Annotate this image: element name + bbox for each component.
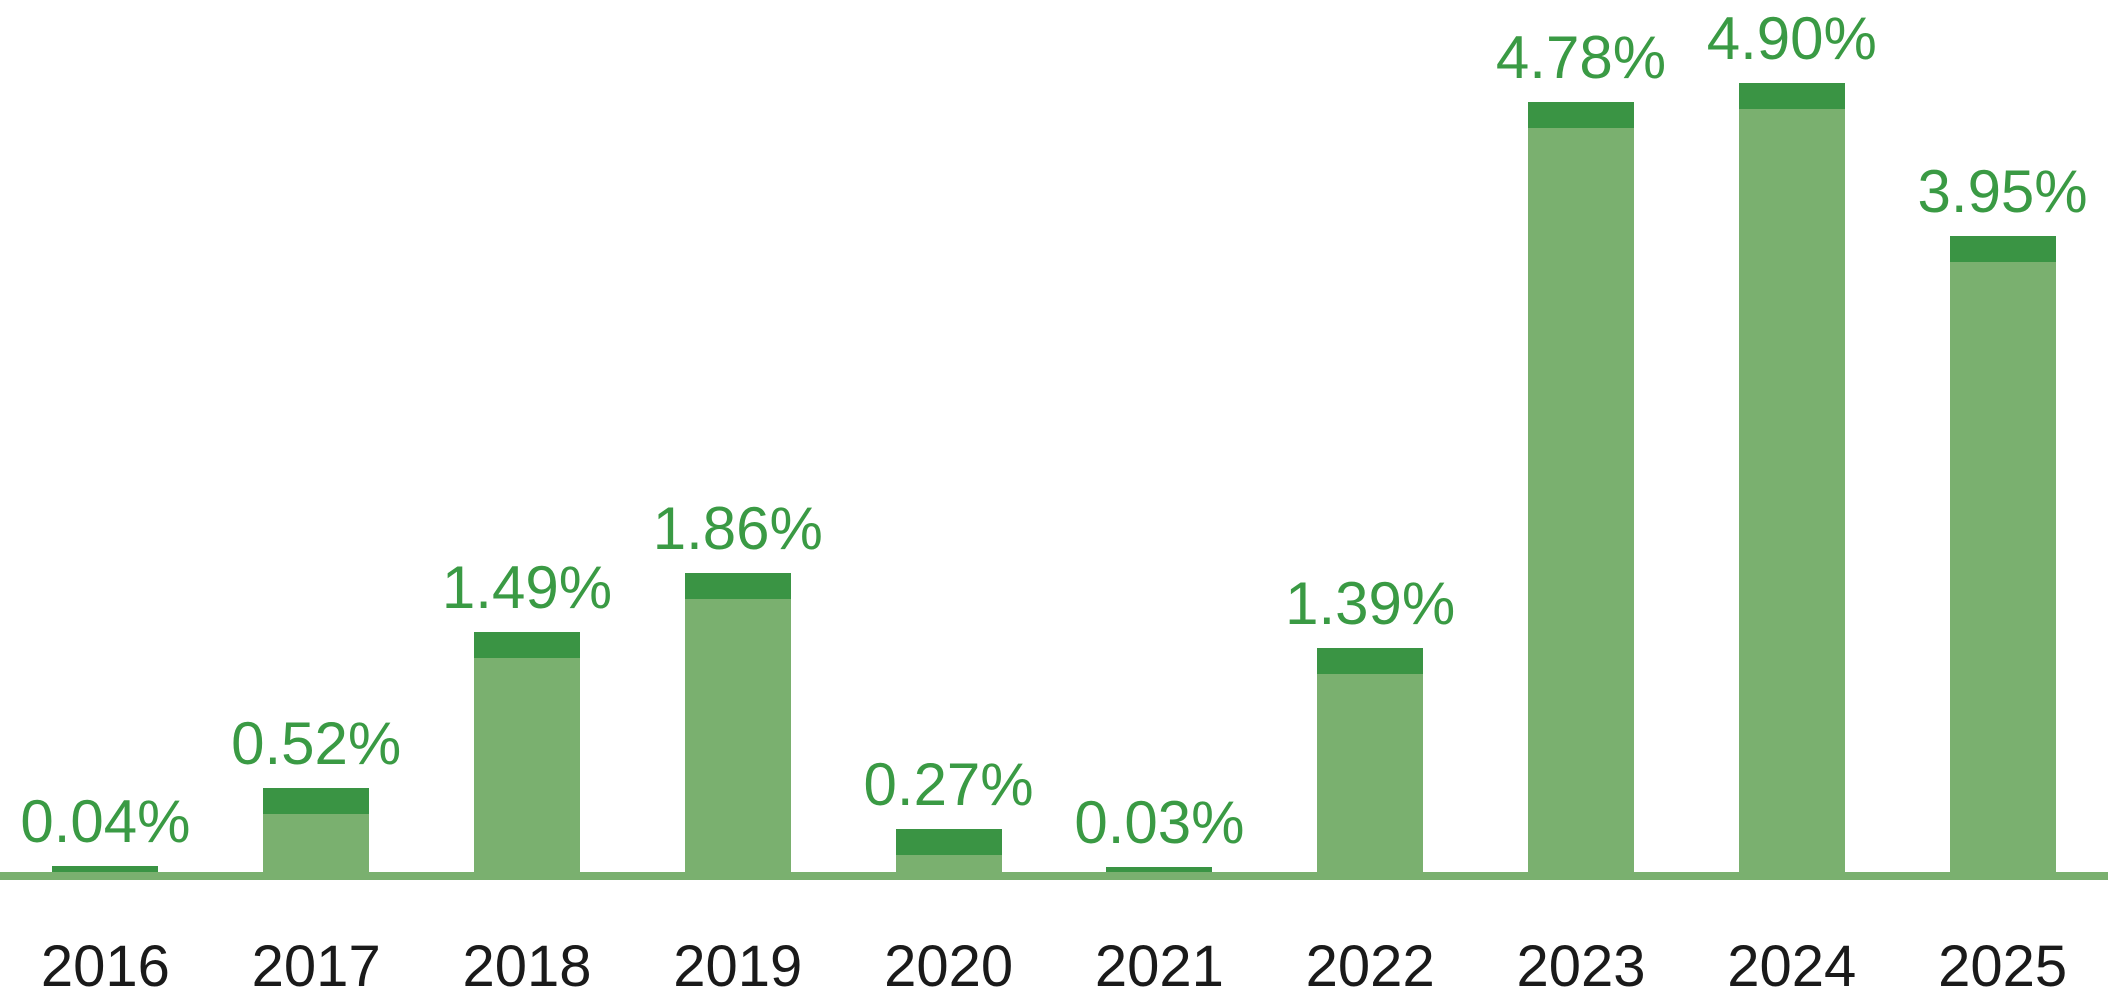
bar-cap-segment <box>895 828 1002 855</box>
x-axis-label: 2019 <box>673 934 803 992</box>
bar-cap-segment <box>52 865 159 872</box>
x-axis-label: 2021 <box>1094 934 1224 992</box>
bar-2016 <box>52 865 159 872</box>
bar-cap-segment <box>1949 236 2056 263</box>
bar-2017 <box>263 788 370 872</box>
value-label: 1.49% <box>441 554 613 622</box>
bar-cap-segment <box>1738 83 1845 110</box>
bar-cap-segment <box>263 788 370 815</box>
x-axis-label: 2023 <box>1516 934 1646 992</box>
bar-cap-segment <box>474 632 580 659</box>
value-label: 0.52% <box>231 710 402 778</box>
bar-2018 <box>474 632 580 872</box>
bar-2021 <box>1106 867 1213 872</box>
bar-body-segment <box>895 854 1002 872</box>
bar-body-segment <box>1949 262 2056 872</box>
bar-cap-segment <box>684 572 791 599</box>
bar-cap-segment <box>1106 867 1213 872</box>
value-label: 3.95% <box>1917 158 2088 226</box>
bar-body-segment <box>1317 674 1424 872</box>
value-label: 0.27% <box>863 750 1034 818</box>
x-axis-label: 2024 <box>1727 934 1857 992</box>
bar-cap-segment <box>1317 648 1424 675</box>
bar-body-segment <box>474 658 580 872</box>
bar-body-segment <box>1528 128 1634 872</box>
bar-body-segment <box>684 598 791 872</box>
x-axis-line <box>0 872 2108 880</box>
value-label: 1.39% <box>1285 570 1456 638</box>
x-axis-label: 2022 <box>1305 934 1435 992</box>
value-label: 4.90% <box>1706 5 1877 73</box>
x-axis-label: 2020 <box>884 934 1014 992</box>
x-axis-label: 2016 <box>40 934 170 992</box>
value-label: 1.86% <box>652 494 823 562</box>
value-label: 0.04% <box>20 787 191 855</box>
bar-2019 <box>684 572 791 872</box>
bar-2020 <box>895 828 1002 872</box>
x-axis-label: 2017 <box>251 934 381 992</box>
bar-cap-segment <box>1528 102 1634 129</box>
x-axis-label: 2018 <box>462 934 592 992</box>
bar-2024 <box>1738 83 1845 872</box>
plot-area: 0.04% 0.52% 1.49% 1.86% 0.27% 0.03% 1.39% 4.78%… <box>20 5 2088 872</box>
value-label: 0.03% <box>1074 789 1245 857</box>
bar-2025 <box>1949 236 2056 872</box>
bar-2023 <box>1528 102 1634 872</box>
bar-2022 <box>1317 648 1424 872</box>
bar-body-segment <box>263 814 370 872</box>
x-axis-label: 2025 <box>1938 934 2068 992</box>
value-label: 4.78% <box>1495 24 1667 92</box>
bar-body-segment <box>1738 109 1845 872</box>
